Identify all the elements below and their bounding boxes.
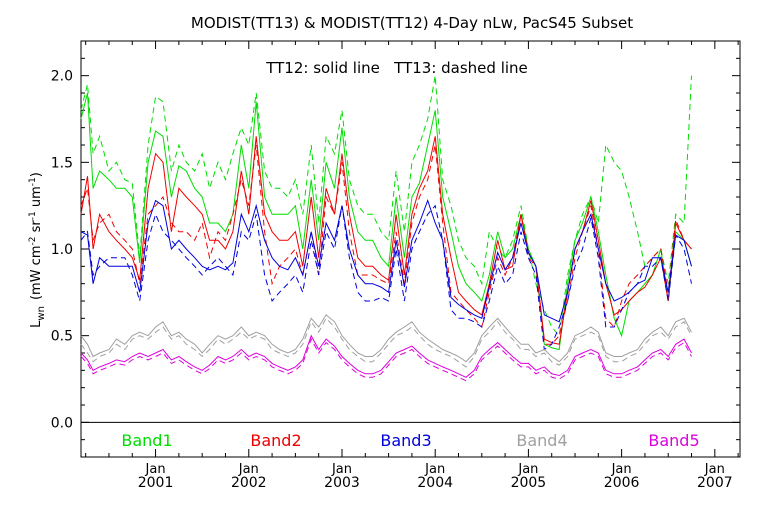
chart-title: MODIST(TT13) & MODIST(TT12) 4-Day nLw, P… [191, 14, 633, 32]
legend-band3: Band3 [380, 431, 431, 450]
x-tick-year-label: 2004 [417, 475, 453, 491]
x-tick-month-label: Jan [611, 462, 632, 477]
x-tick-year-label: 2002 [231, 475, 267, 491]
y-tick-label: 1.5 [51, 155, 73, 171]
ylabel-main: L [29, 320, 44, 328]
y-tick-label: 2.0 [51, 69, 73, 85]
x-tick-month-label: Jan [704, 462, 725, 477]
band3-tt12-line [80, 198, 692, 323]
band4-tt12-line [80, 314, 692, 363]
band5-tt13-line [80, 337, 692, 382]
ylabel-units-exp3: -1 [28, 177, 38, 186]
legend-band2: Band2 [250, 431, 301, 450]
y-tick-label: 0.5 [51, 329, 73, 345]
ylabel-units-exp2: -1 [28, 211, 38, 220]
x-tick-year-label: 2005 [511, 475, 547, 491]
band4-tt13-line [80, 317, 692, 368]
y-tick-label: 0.0 [51, 415, 73, 431]
x-tick-year-label: 2001 [138, 475, 174, 491]
axes-layer: 0.00.51.01.52.0Jan2001Jan2002Jan2003Jan2… [51, 41, 740, 491]
legend-band1: Band1 [121, 431, 172, 450]
x-tick-month-label: Jan [238, 462, 259, 477]
band2-tt13-line [80, 144, 692, 345]
band1-tt13-line [80, 75, 692, 337]
y-axis-label: Lwn(mW cm-2 sr-1 um-1) [28, 172, 47, 328]
y-tick-label: 1.0 [51, 242, 73, 258]
ylabel-units-end: um [29, 186, 44, 211]
x-tick-year-label: 2006 [604, 475, 640, 491]
ylabel-units: (mW cm [29, 246, 44, 301]
band5-tt12-line [80, 334, 692, 378]
ylabel-units-close: ) [29, 172, 44, 177]
band2-tt12-line [80, 136, 692, 345]
ylabel-sub: wn [36, 306, 47, 321]
band1-tt12-line [80, 92, 692, 351]
band3-tt13-line [80, 204, 692, 351]
x-tick-month-label: Jan [145, 462, 166, 477]
x-tick-year-label: 2007 [697, 475, 733, 491]
x-tick-month-label: Jan [331, 462, 352, 477]
legend-band4: Band4 [516, 431, 567, 450]
x-tick-year-label: 2003 [324, 475, 360, 491]
legend-layer: Band1 Band2 Band3 Band4 Band5 [121, 431, 699, 450]
line-style-annotation: TT12: solid line TT13: dashed line [265, 59, 528, 77]
series-layer [80, 75, 692, 382]
legend-band5: Band5 [648, 431, 699, 450]
x-tick-month-label: Jan [424, 462, 445, 477]
ylabel-units-mid: sr [29, 220, 44, 237]
x-tick-month-label: Jan [517, 462, 538, 477]
ylabel-units-exp1: -2 [28, 237, 38, 246]
